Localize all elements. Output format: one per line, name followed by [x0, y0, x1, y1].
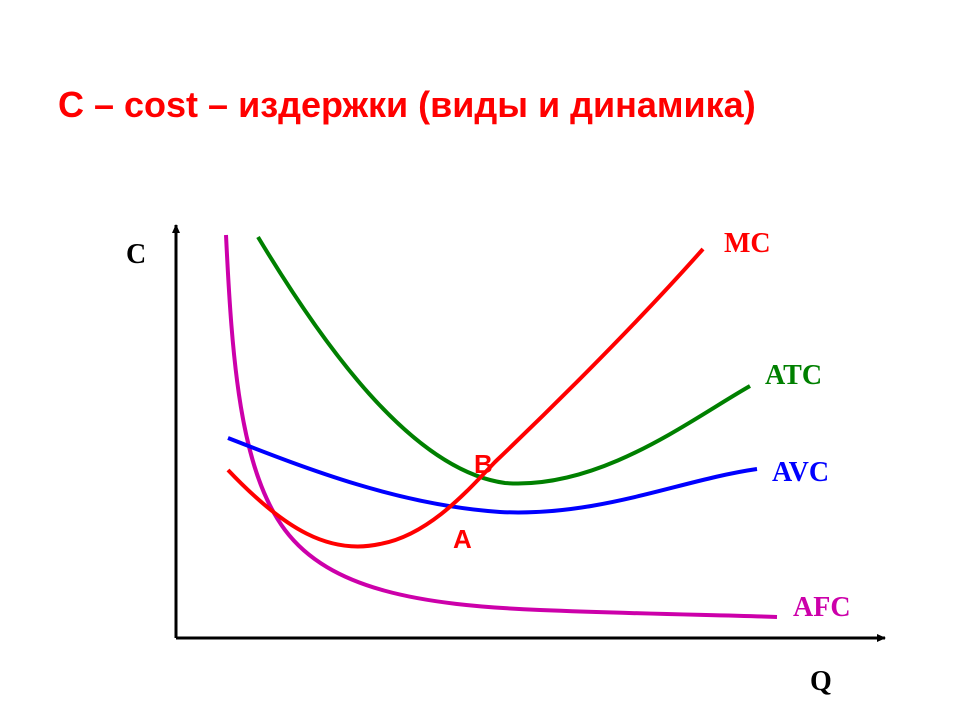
mc-label: MC	[724, 228, 771, 259]
x-axis-label: Q	[810, 666, 832, 697]
afc-curve	[224, 234, 778, 619]
point-b-label: B	[474, 449, 493, 479]
avc-curve	[227, 436, 758, 515]
avc-label: AVC	[772, 457, 829, 488]
atc-label: ATC	[765, 360, 822, 391]
mc-curve	[226, 247, 705, 549]
point-a-label: A	[453, 524, 472, 554]
y-axis-label: C	[126, 239, 146, 270]
slide-title: C – cost – издержки (виды и динамика)	[58, 84, 756, 125]
afc-label: AFC	[793, 592, 851, 623]
atc-curve	[256, 235, 751, 486]
